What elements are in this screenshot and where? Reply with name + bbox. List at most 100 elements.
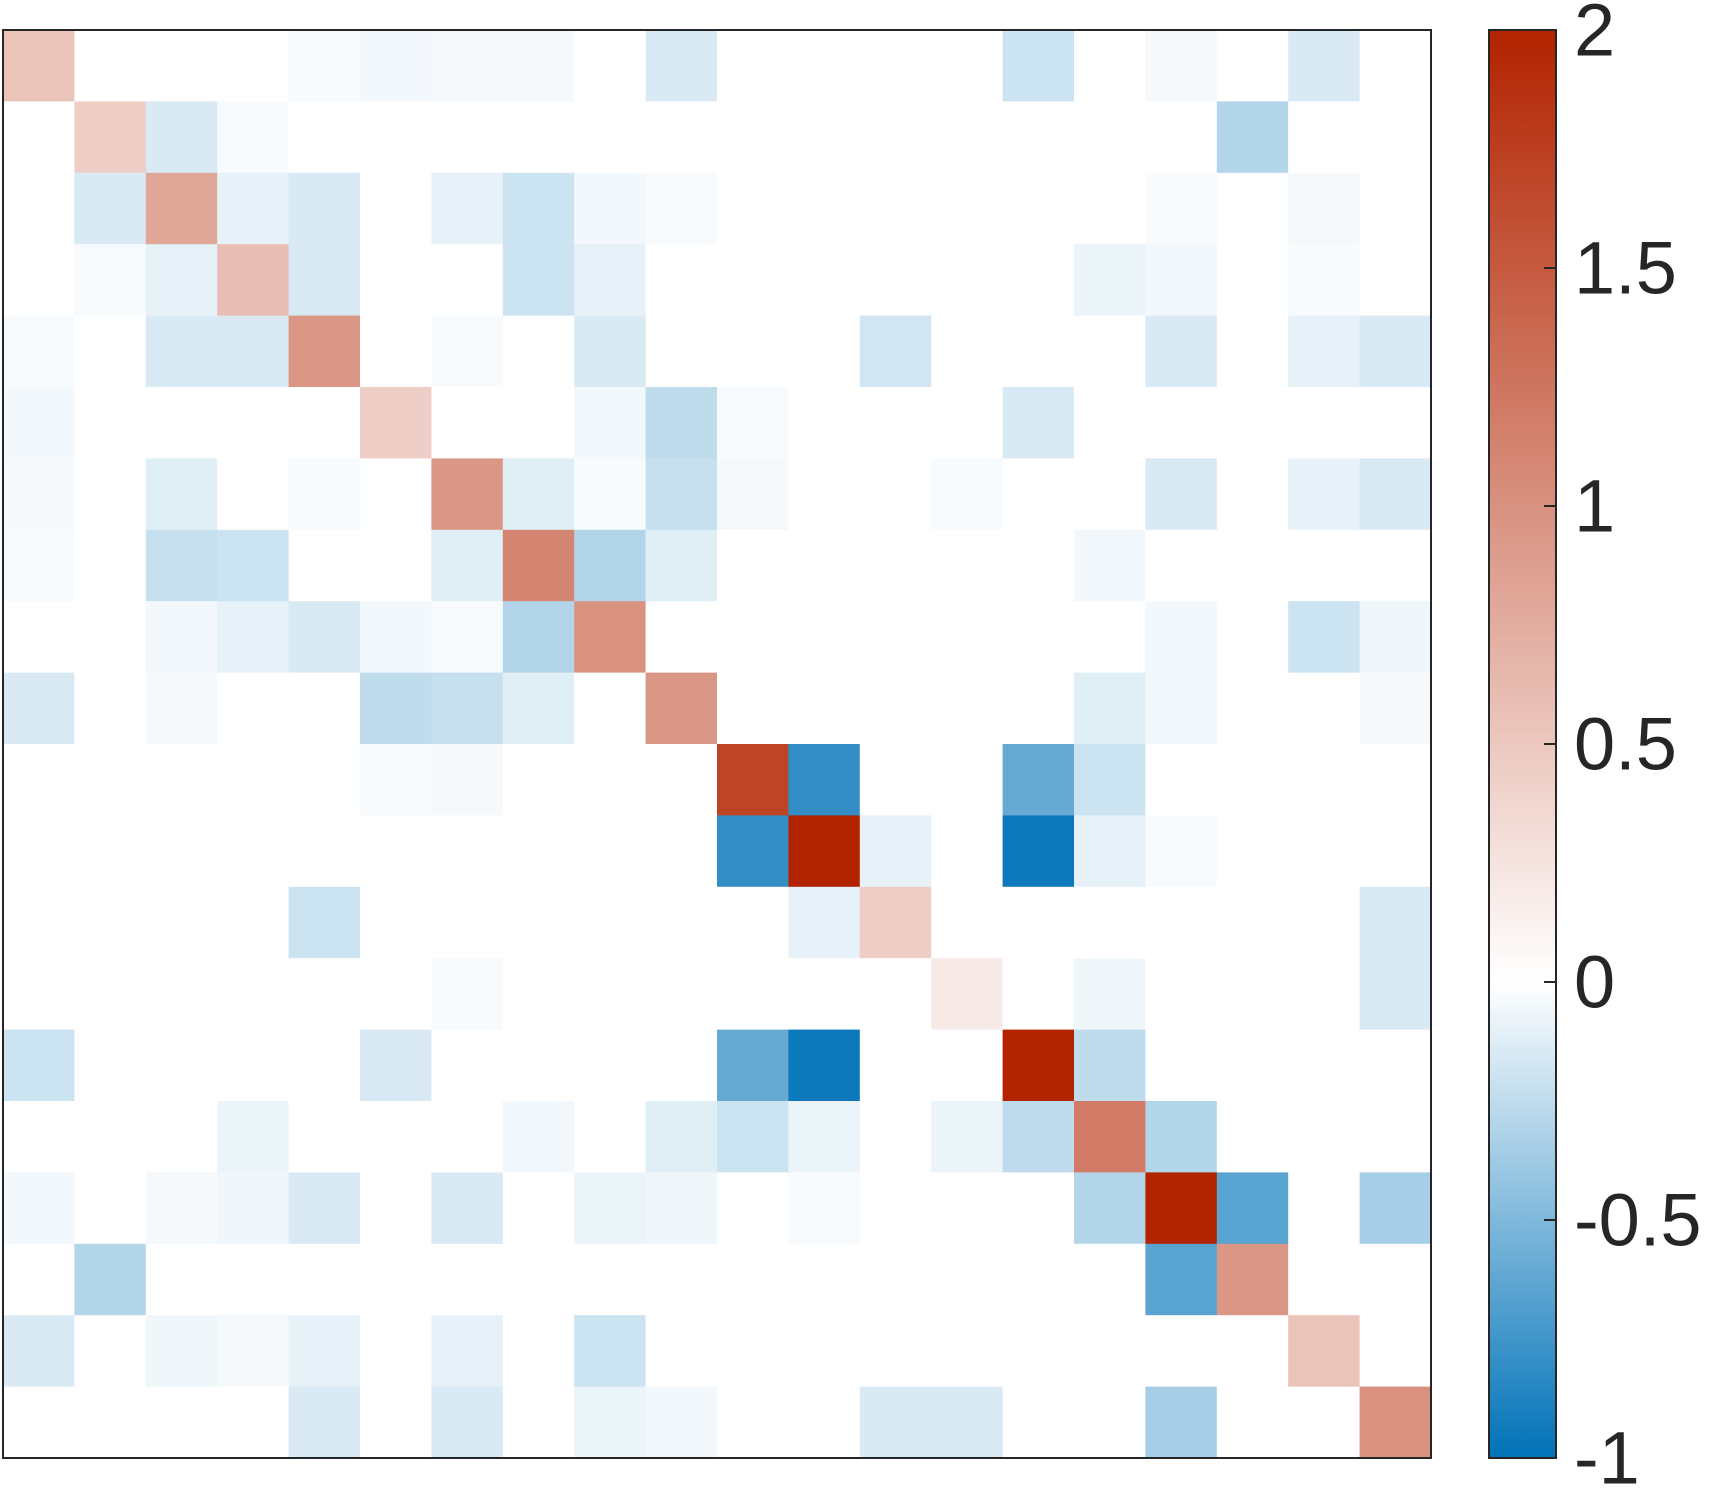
heatmap-cell: [74, 1029, 147, 1102]
heatmap-cell: [574, 315, 647, 388]
colorbar-tick-label: -1: [1574, 1417, 1640, 1491]
heatmap-cell: [1216, 886, 1289, 959]
heatmap-cell: [717, 886, 789, 959]
heatmap-cell: [717, 1101, 789, 1173]
heatmap-cell: [788, 672, 861, 745]
heatmap-cell: [1074, 601, 1146, 674]
heatmap-cell: [1002, 1029, 1075, 1102]
heatmap-cell: [574, 529, 647, 602]
heatmap-cell: [288, 387, 361, 459]
heatmap-cell: [1359, 1315, 1432, 1388]
heatmap-cell: [1216, 744, 1289, 816]
heatmap-cell: [3, 886, 75, 959]
heatmap-cell: [1074, 1101, 1146, 1173]
heatmap-cell: [3, 1243, 75, 1316]
heatmap-cell: [645, 101, 718, 174]
heatmap-cell: [145, 172, 218, 245]
heatmap-cell: [788, 244, 861, 317]
heatmap-cell: [1002, 1386, 1075, 1459]
heatmap-cell: [74, 1243, 147, 1316]
heatmap-cell: [1074, 30, 1146, 102]
heatmap-cell: [645, 815, 718, 888]
heatmap-cell: [574, 815, 647, 888]
heatmap-cell: [1145, 815, 1218, 888]
heatmap-cell: [74, 101, 147, 174]
heatmap-cell: [717, 315, 789, 388]
heatmap-cell: [1002, 958, 1075, 1031]
heatmap-cell: [1145, 601, 1218, 674]
heatmap-cell: [502, 30, 575, 102]
heatmap-cell: [788, 1101, 861, 1173]
heatmap-cell: [1145, 672, 1218, 745]
colorbar-tick-label: -0.5: [1574, 1179, 1702, 1262]
heatmap-cell: [360, 172, 432, 245]
heatmap-cell: [645, 886, 718, 959]
heatmap-cell: [859, 1315, 932, 1388]
heatmap-cell: [502, 172, 575, 245]
heatmap-cell: [288, 315, 361, 388]
heatmap-cell: [360, 744, 432, 816]
heatmap-cell: [788, 1315, 861, 1388]
heatmap-cell: [574, 1386, 647, 1459]
heatmap-cell: [431, 1172, 504, 1245]
heatmap-cell: [859, 30, 932, 102]
heatmap-cell: [931, 958, 1004, 1031]
heatmap-cell: [288, 815, 361, 888]
heatmap-cell: [1002, 1315, 1075, 1388]
heatmap-cell: [217, 958, 290, 1031]
heatmap-cell: [431, 387, 504, 459]
heatmap-cell: [431, 30, 504, 102]
heatmap-cell: [217, 601, 290, 674]
heatmap-cell: [360, 815, 432, 888]
heatmap-cell: [931, 244, 1004, 317]
heatmap-cell: [717, 458, 789, 531]
heatmap-cell: [1002, 315, 1075, 388]
heatmap-cell: [1002, 1172, 1075, 1245]
heatmap-cell: [360, 1029, 432, 1102]
heatmap-cell: [1359, 958, 1432, 1031]
heatmap-cell: [788, 101, 861, 174]
heatmap-cell: [1216, 244, 1289, 317]
heatmap-cell: [1074, 101, 1146, 174]
heatmap-cell: [717, 672, 789, 745]
heatmap-cell: [1002, 744, 1075, 816]
heatmap-cell: [1216, 1243, 1289, 1316]
heatmap-cell: [288, 601, 361, 674]
heatmap-cell: [288, 172, 361, 245]
heatmap-cell: [217, 672, 290, 745]
heatmap-cell: [502, 529, 575, 602]
heatmap-cell: [1288, 1243, 1361, 1316]
heatmap-cell: [859, 601, 932, 674]
heatmap-cell: [931, 458, 1004, 531]
heatmap-cell: [931, 30, 1004, 102]
heatmap-cell: [1145, 172, 1218, 245]
heatmap-cell: [217, 458, 290, 531]
heatmap-cell: [788, 1386, 861, 1459]
heatmap-cell: [217, 1101, 290, 1173]
heatmap-cell: [217, 387, 290, 459]
heatmap-cell: [360, 101, 432, 174]
heatmap-cell: [3, 244, 75, 317]
heatmap-cell: [360, 30, 432, 102]
heatmap-cell: [360, 1101, 432, 1173]
heatmap-cell: [574, 1172, 647, 1245]
heatmap-cell: [788, 387, 861, 459]
heatmap-cell: [431, 458, 504, 531]
heatmap-cell: [859, 1386, 932, 1459]
heatmap-cell: [288, 1101, 361, 1173]
heatmap-cell: [502, 315, 575, 388]
heatmap-cell: [217, 1172, 290, 1245]
heatmap-cell: [574, 886, 647, 959]
heatmap-cell: [145, 815, 218, 888]
heatmap-cell: [1074, 458, 1146, 531]
heatmap-cell: [502, 1029, 575, 1102]
heatmap-cell: [859, 458, 932, 531]
heatmap-cell: [645, 387, 718, 459]
heatmap-cell: [74, 958, 147, 1031]
heatmap-cell: [502, 815, 575, 888]
heatmap-cell: [145, 101, 218, 174]
heatmap-cell: [360, 1172, 432, 1245]
heatmap-cell: [1288, 1386, 1361, 1459]
heatmap-cell: [431, 529, 504, 602]
heatmap-cell: [1359, 30, 1432, 102]
